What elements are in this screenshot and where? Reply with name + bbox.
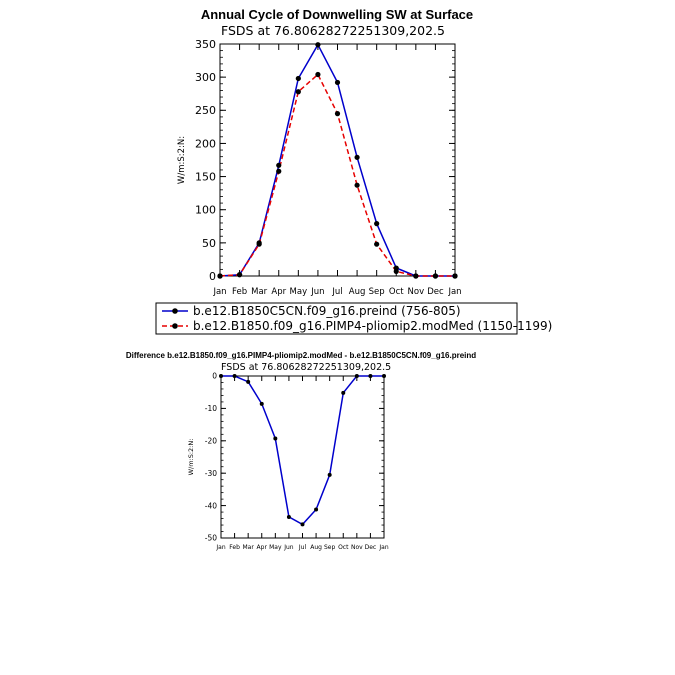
x-tick-label: Aug <box>349 287 366 297</box>
x-tick-label: Jan <box>212 287 226 297</box>
x-tick-label: Sep <box>324 544 336 551</box>
x-tick-label: Sep <box>369 287 385 297</box>
data-point <box>334 111 341 117</box>
data-point <box>334 79 341 86</box>
x-tick-label: Nov <box>351 544 363 551</box>
y-tick-label: 150 <box>195 171 216 184</box>
x-tick-label: Dec <box>427 287 444 297</box>
x-tick-label: Jan <box>378 544 388 551</box>
x-tick-label: Nov <box>408 287 425 297</box>
series-line-0 <box>221 375 384 526</box>
y-tick-label: -20 <box>205 437 217 446</box>
y-tick-label: 300 <box>195 71 216 84</box>
legend-marker-pliomip2 <box>172 323 178 329</box>
y-tick-label: 100 <box>195 204 216 217</box>
x-tick-label: Apr <box>257 544 268 551</box>
data-point <box>300 522 305 527</box>
bottom-chart-subtitle: FSDS at 76.80628272251309,202.5 <box>221 362 391 373</box>
data-point <box>217 273 223 279</box>
data-point <box>232 374 237 378</box>
x-tick-label: Apr <box>271 287 286 297</box>
series-line-1 <box>219 73 455 277</box>
x-tick-label: Feb <box>232 287 247 297</box>
data-point <box>246 379 251 384</box>
data-point <box>354 154 360 160</box>
bottom-chart-ylabel: W/m:S:2:N: <box>187 439 195 476</box>
data-point <box>314 507 319 512</box>
series-line-0 <box>219 43 455 277</box>
data-point <box>276 168 282 174</box>
y-tick-label: 200 <box>195 137 216 150</box>
y-tick-label: -10 <box>205 404 217 413</box>
data-point <box>295 89 301 95</box>
y-tick-label: -30 <box>205 469 217 478</box>
top-chart-legend: b.e12.B1850C5CN.f09_g16.preind (756-805)… <box>155 302 552 335</box>
data-point <box>368 374 373 378</box>
data-point <box>236 272 243 278</box>
top-plot-frame <box>219 43 456 277</box>
data-point <box>374 241 380 247</box>
legend-label-preind: b.e12.B1850C5CN.f09_g16.preind (756-805) <box>193 304 461 318</box>
data-point <box>259 401 264 406</box>
data-point <box>341 390 346 395</box>
y-tick-label: 0 <box>212 372 217 381</box>
x-tick-label: Jul <box>298 544 307 551</box>
data-point <box>286 514 291 519</box>
top-chart-ylabel: W/m:S:2:N: <box>177 136 187 184</box>
y-tick-label: 350 <box>195 38 216 51</box>
x-tick-label: May <box>290 287 308 297</box>
x-tick-label: Mar <box>251 287 268 297</box>
data-point <box>374 221 380 227</box>
x-tick-label: Jun <box>283 544 294 551</box>
data-point <box>219 374 223 378</box>
data-point <box>295 75 301 82</box>
data-point <box>256 241 262 247</box>
x-tick-label: Mar <box>243 544 255 551</box>
top-chart: Annual Cycle of Downwelling SW at Surfac… <box>155 7 552 335</box>
x-tick-label: Jun <box>310 287 324 297</box>
legend-box <box>155 302 518 335</box>
y-tick-label: 250 <box>195 104 216 117</box>
x-tick-label: Feb <box>229 544 240 551</box>
y-tick-label: -40 <box>205 501 217 510</box>
bottom-plot-frame <box>220 375 385 539</box>
y-tick-label: 0 <box>209 270 216 283</box>
data-point <box>354 182 360 188</box>
x-tick-label: May <box>269 544 282 551</box>
bottom-chart: Difference b.e12.B1850.f09_g16.PIMP4-pli… <box>126 351 476 551</box>
legend-label-pliomip2: b.e12.B1850.f09_g16.PIMP4-pliomip2.modMe… <box>193 319 552 333</box>
x-tick-label: Oct <box>338 544 349 551</box>
x-tick-label: Jul <box>331 287 342 297</box>
legend-marker-preind <box>172 308 178 314</box>
x-tick-label: Aug <box>310 544 322 551</box>
data-point <box>432 273 439 279</box>
bottom-chart-title: Difference b.e12.B1850.f09_g16.PIMP4-pli… <box>126 351 476 360</box>
data-point <box>382 374 386 378</box>
data-point <box>276 162 282 168</box>
x-tick-label: Jan <box>215 544 225 551</box>
data-point <box>315 71 321 78</box>
top-chart-title: Annual Cycle of Downwelling SW at Surfac… <box>201 7 473 22</box>
data-point <box>452 273 458 279</box>
data-point <box>315 42 321 48</box>
data-point <box>327 472 332 477</box>
data-point <box>413 273 419 279</box>
x-tick-label: Oct <box>389 287 404 297</box>
data-point <box>273 436 278 441</box>
x-tick-label: Jan <box>447 287 461 297</box>
y-tick-label: 50 <box>202 237 216 250</box>
top-chart-subtitle: FSDS at 76.80628272251309,202.5 <box>221 23 445 38</box>
x-tick-label: Dec <box>365 544 377 551</box>
y-tick-label: -50 <box>205 534 217 543</box>
data-point <box>393 268 399 274</box>
data-point <box>354 374 359 378</box>
